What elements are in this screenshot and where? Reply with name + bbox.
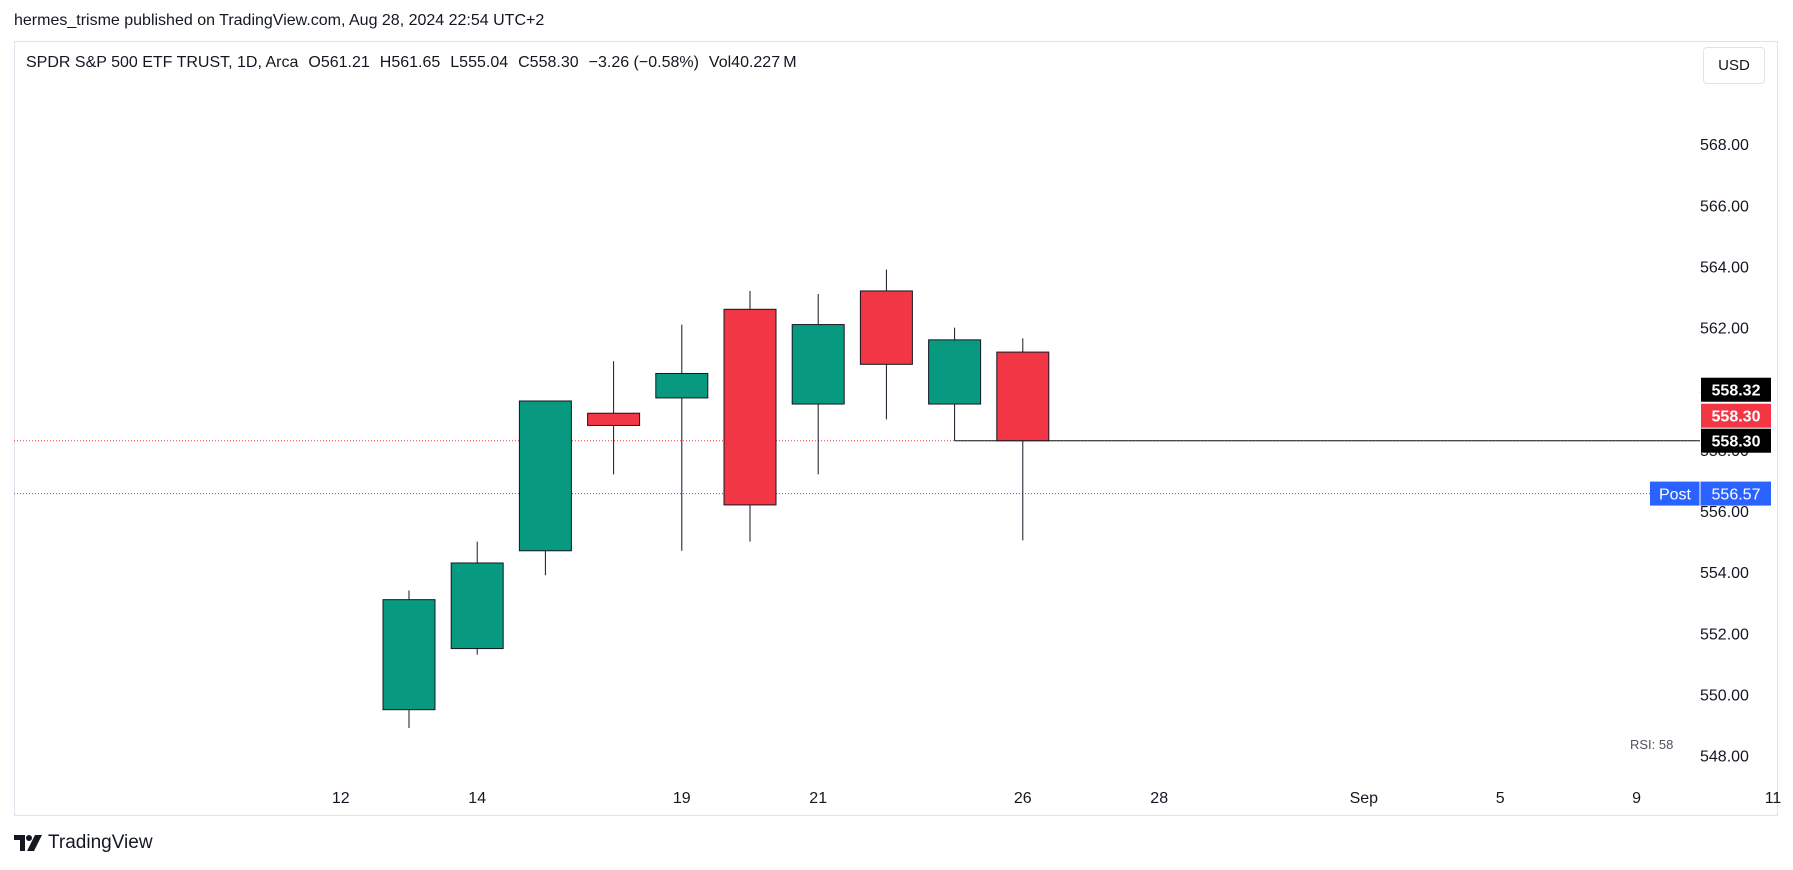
candle-body (382, 599, 436, 711)
x-tick-label: Sep (1350, 790, 1379, 807)
legend-open: O561.21 (308, 54, 370, 71)
y-tick-label: 562.00 (1700, 321, 1749, 338)
candle-body (450, 562, 504, 650)
y-tick-label: 550.00 (1700, 687, 1749, 704)
post-value: 556.57 (1712, 487, 1761, 504)
candle-body (518, 400, 572, 552)
y-tick-label: 548.00 (1700, 749, 1749, 766)
legend-close: C558.30 (518, 54, 579, 71)
legend-symbol: SPDR S&P 500 ETF TRUST, 1D, Arca (26, 54, 299, 71)
x-tick-label: 19 (673, 790, 691, 807)
x-tick-label: 9 (1632, 790, 1641, 807)
price-label: 558.30 (1712, 434, 1761, 451)
chart-frame[interactable] (14, 41, 1778, 816)
x-tick-label: 11 (1765, 790, 1782, 807)
tradingview-logo[interactable]: TradingView (14, 832, 153, 854)
legend-low: L555.04 (450, 54, 509, 71)
candle-body (928, 339, 982, 405)
post-label-bg (1650, 481, 1771, 506)
legend-change: −3.26 (−0.58%) (588, 54, 699, 71)
x-tick-label: 26 (1014, 790, 1032, 807)
y-tick-label: 554.00 (1700, 565, 1749, 582)
price-label: 558.32 (1712, 383, 1761, 400)
candle-body (859, 290, 913, 365)
symbol-legend: SPDR S&P 500 ETF TRUST, 1D, Arca O561.21 H… (26, 54, 807, 72)
rsi-label: RSI: 58 (1630, 737, 1674, 752)
tradingview-brand: TradingView (48, 832, 153, 853)
y-tick-label: 556.00 (1700, 504, 1749, 521)
legend-high: H561.65 (379, 54, 441, 71)
price-label-bg (1701, 403, 1771, 428)
y-tick-label: 566.00 (1700, 198, 1749, 215)
candle-body (791, 324, 845, 405)
x-tick-label: 14 (468, 790, 486, 807)
price-lines (14, 440, 1700, 495)
post-label: Post (1659, 487, 1692, 504)
x-tick-label: 5 (1496, 790, 1505, 807)
candle-body (996, 351, 1050, 442)
y-tick-label: 552.00 (1700, 626, 1749, 643)
candle-body (723, 308, 777, 506)
tradingview-logo-icon (14, 835, 42, 851)
candle-body (655, 372, 709, 399)
x-tick-label: 12 (332, 790, 350, 807)
price-label-bg (1701, 428, 1771, 453)
candle-body (587, 412, 641, 426)
candles (382, 269, 1050, 729)
y-tick-label: 564.00 (1700, 260, 1749, 277)
x-tick-label: 21 (809, 790, 827, 807)
x-tick-label: 28 (1150, 790, 1168, 807)
price-label: 558.30 (1712, 409, 1761, 426)
y-tick-label: 568.00 (1700, 137, 1749, 154)
price-labels: 558.32 558.30 558.30 Post 556.57 (1650, 377, 1771, 506)
currency-button[interactable]: USD (1703, 47, 1765, 84)
published-line: hermes_trisme published on TradingView.c… (14, 12, 545, 29)
legend-volume: Vol40.227 M (708, 54, 797, 71)
x-axis: 12 14 19 21 26 28 Sep 5 9 11 (332, 790, 1782, 807)
price-label-bg (1701, 377, 1771, 402)
